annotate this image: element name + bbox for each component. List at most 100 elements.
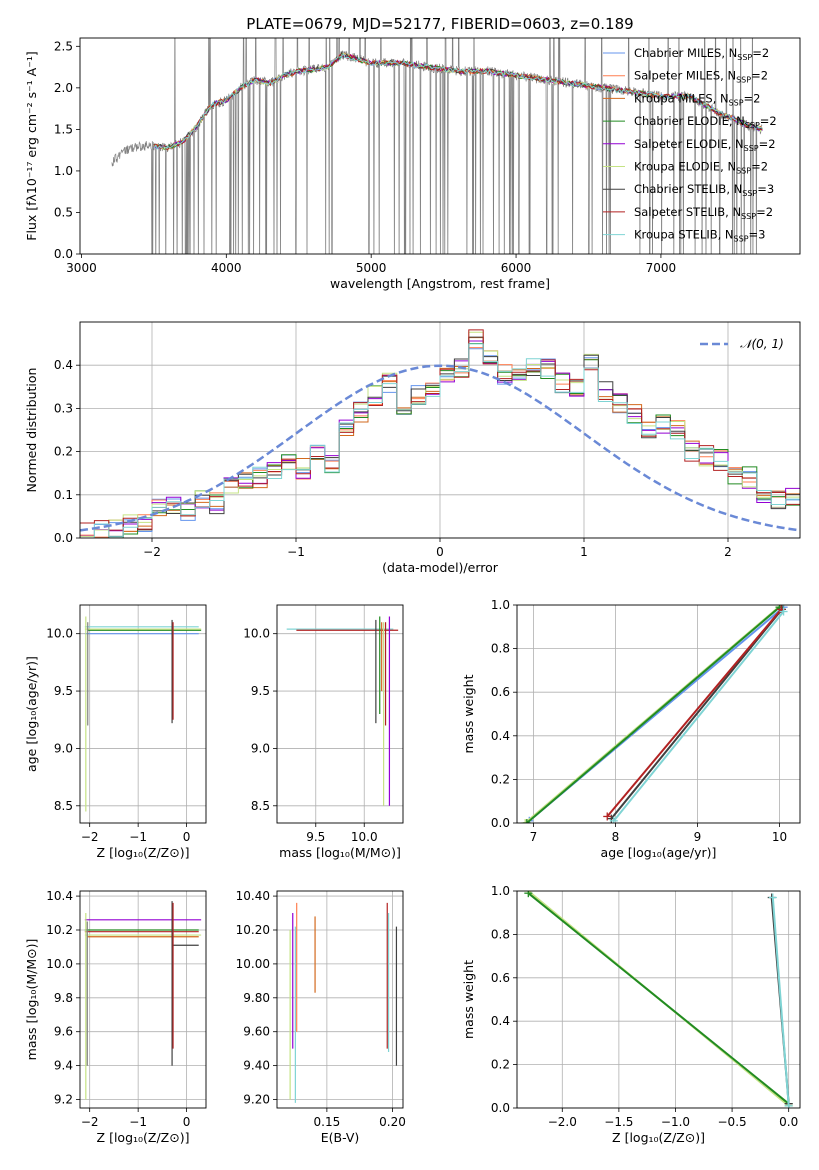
legend-label: Chabrier STELIB, NSSP=3 <box>634 182 774 198</box>
x-tick-label: 4000 <box>211 261 242 275</box>
legend-sub: SSP <box>742 189 757 198</box>
grid <box>277 891 403 1108</box>
plot-area <box>111 38 763 254</box>
x-tick-label: −2 <box>81 830 99 844</box>
y-tick-label: 1.0 <box>491 884 510 898</box>
x-tick-label: 6000 <box>501 261 532 275</box>
x-tick-label: −1.0 <box>661 1115 690 1129</box>
legend-sub: SSP <box>734 235 749 244</box>
y-tick-label: 0.3 <box>54 401 73 415</box>
y-tick-label: 9.80 <box>243 991 270 1005</box>
legend-tail: =2 <box>759 137 776 151</box>
legend-label: Salpeter ELODIE, NSSP=2 <box>634 137 776 153</box>
x-tick-label: −1 <box>287 545 305 559</box>
grid <box>517 891 800 1108</box>
x-tick-label: 0 <box>436 545 444 559</box>
weight-line <box>606 608 782 818</box>
y-tick-label: 0.0 <box>491 1101 510 1115</box>
x-tick-label: −2.0 <box>548 1115 577 1129</box>
x-tick-label: −1 <box>129 830 147 844</box>
y-tick-label: 8.5 <box>54 799 73 813</box>
y-tick-label: 9.5 <box>54 684 73 698</box>
legend-tail: =2 <box>752 46 769 60</box>
x-tick-label: 8 <box>612 830 620 844</box>
y-tick-label: 10.0 <box>46 627 73 641</box>
x-axis-label: Z [log₁₀(Z/Z⊙)] <box>97 845 190 860</box>
legend-label: 𝒩(0, 1) <box>740 337 784 351</box>
legend-label: Kroupa MILES, NSSP=2 <box>634 91 760 107</box>
x-axis-label: Z [log₁₀(Z/Z⊙)] <box>97 1130 190 1145</box>
legend-tail: =2 <box>751 69 768 83</box>
y-tick-label: 9.6 <box>54 1025 73 1039</box>
x-tick-label: −1.5 <box>604 1115 633 1129</box>
x-tick-label: 0.0 <box>779 1115 798 1129</box>
y-tick-label: 9.5 <box>251 684 270 698</box>
hist-step-3 <box>80 343 800 538</box>
x-tick-label: 10.0 <box>351 830 378 844</box>
legend-tail: =2 <box>756 205 773 219</box>
legend-tail: =2 <box>744 91 761 105</box>
axes-weight_vs_age: 7 8 9 10 0.0 0.2 0.4 0.6 0.8 1.0 age [log₁₀(age/yr… <box>461 598 801 860</box>
legend-tail: =3 <box>757 182 774 196</box>
x-axis-label: (data-model)/error <box>382 560 499 575</box>
axes-frame <box>79 37 801 255</box>
figure-title: PLATE=0679, MJD=52177, FIBERID=0603, z=0… <box>246 15 633 33</box>
plot-area <box>80 322 800 538</box>
y-tick-label: 9.0 <box>54 741 73 755</box>
gaussian-curve <box>80 364 800 532</box>
grid <box>80 891 206 1108</box>
x-tick-label: 7000 <box>646 261 677 275</box>
plot-area <box>277 891 403 1108</box>
axes-spectrum: 3000 4000 5000 6000 7000 0.0 0.5 1.0 1.5 2.0 2.5 wa… <box>24 37 801 291</box>
grid <box>517 605 800 823</box>
y-tick-label: 0.6 <box>491 685 510 699</box>
y-tick-label: 0.4 <box>54 358 73 372</box>
plot-area <box>80 891 206 1108</box>
model-line-8 <box>153 53 763 150</box>
y-axis-label: Normed distribution <box>24 368 39 493</box>
y-tick-label: 0.0 <box>54 247 73 261</box>
y-axis-label: mass weight <box>461 674 476 753</box>
legend-label: Salpeter STELIB, NSSP=2 <box>634 205 773 221</box>
x-tick-label: −2 <box>81 1115 99 1129</box>
weight-line <box>613 610 785 822</box>
axes-weight_vs_Z: −2.0 −1.5 −1.0 −0.5 0.0 0.0 0.2 0.4 0.6 0.8 1.0 Z [… <box>461 884 801 1145</box>
legend-tail: =2 <box>751 160 768 174</box>
legend-sub: SSP <box>741 212 756 221</box>
legend-sub: SSP <box>736 167 751 176</box>
y-tick-label: 9.2 <box>54 1093 73 1107</box>
y-tick-label: 0.2 <box>54 445 73 459</box>
y-tick-label: 9.20 <box>243 1093 270 1107</box>
legend-label: Chabrier MILES, NSSP=2 <box>634 46 769 62</box>
legend-sub: SSP <box>736 76 751 85</box>
weight-line <box>771 897 790 1106</box>
y-tick-label: 2.5 <box>54 39 73 53</box>
y-tick-label: 9.60 <box>243 1025 270 1039</box>
y-tick-label: 0.2 <box>491 1058 510 1072</box>
x-tick-label: 5000 <box>356 261 387 275</box>
y-tick-label: 1.0 <box>491 598 510 612</box>
y-tick-label: 0.8 <box>491 642 510 656</box>
legend-label: Chabrier ELODIE, NSSP=2 <box>634 114 777 130</box>
axes-age_vs_Z: −2 −1 0 8.5 9.0 9.5 10.0 Z [log₁₀(Z/Z⊙)] age [lo… <box>24 604 207 860</box>
y-tick-label: 9.4 <box>54 1059 73 1073</box>
x-axis-label: wavelength [Angstrom, rest frame] <box>330 276 550 291</box>
grid <box>80 322 800 538</box>
axes-frame <box>276 890 404 1109</box>
y-tick-label: 0.0 <box>54 531 73 545</box>
plot-area <box>277 605 403 823</box>
y-tick-label: 10.4 <box>46 889 73 903</box>
y-tick-label: 10.2 <box>46 923 73 937</box>
x-axis-label: Z [log₁₀(Z/Z⊙)] <box>612 1130 705 1145</box>
legend-sub: SSP <box>744 144 759 153</box>
y-tick-label: 1.0 <box>54 164 73 178</box>
x-tick-label: 0 <box>183 1115 191 1129</box>
axes-frame <box>79 890 207 1109</box>
y-tick-label: 8.5 <box>251 799 270 813</box>
axes-mass_vs_Z: −2 −1 0 9.2 9.4 9.6 9.8 10.0 10.2 10.4 Z [log₁₀(Z/… <box>24 889 207 1145</box>
y-axis-label: mass [log₁₀(M/M⊙)] <box>24 939 39 1061</box>
y-tick-label: 9.40 <box>243 1059 270 1073</box>
y-tick-label: 0.2 <box>491 772 510 786</box>
